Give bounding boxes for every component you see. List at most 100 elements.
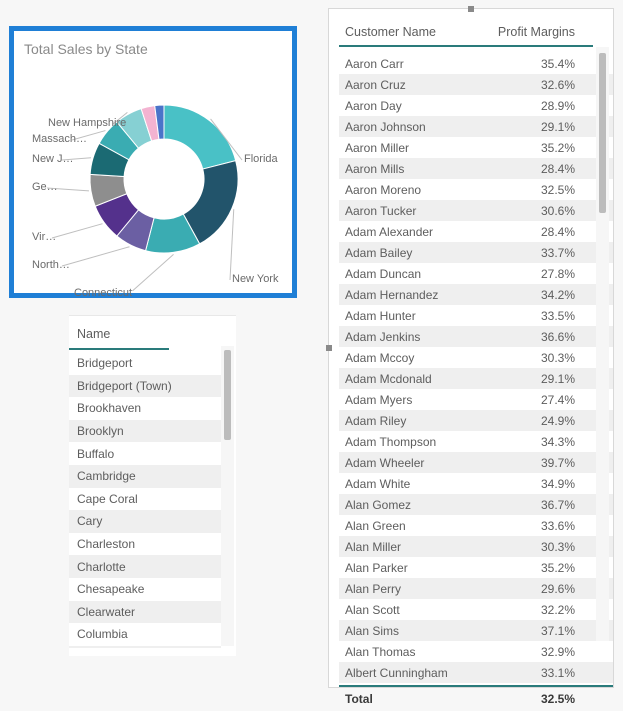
city-list-item[interactable]: Bridgeport: [69, 352, 221, 375]
profit-table-visual[interactable]: Customer Name Profit Margins Aaron Carr3…: [328, 8, 614, 688]
profit-table-row[interactable]: Alan Perry29.6%: [339, 578, 613, 599]
cell-customer-name: Adam Wheeler: [339, 452, 497, 473]
profit-table-row[interactable]: Alan Sims37.1%: [339, 620, 613, 641]
profit-table-row[interactable]: Alan Gomez36.7%: [339, 494, 613, 515]
profit-table-row[interactable]: Adam Alexander28.4%: [339, 221, 613, 242]
cell-profit-margin: 27.4%: [497, 389, 593, 410]
sales-by-state-chart[interactable]: Total Sales by State FloridaNew YorkConn…: [9, 26, 297, 298]
scrollbar-thumb[interactable]: [224, 350, 231, 440]
cell-profit-margin: 35.4%: [497, 53, 593, 74]
cell-profit-margin: 33.7%: [497, 242, 593, 263]
profit-table-row[interactable]: Adam White34.9%: [339, 473, 613, 494]
profit-table-row[interactable]: Aaron Day28.9%: [339, 95, 613, 116]
profit-table-row[interactable]: Adam Bailey33.7%: [339, 242, 613, 263]
scrollbar-thumb[interactable]: [599, 53, 606, 213]
profit-table-row[interactable]: Adam Myers27.4%: [339, 389, 613, 410]
cell-profit-margin: 24.9%: [497, 410, 593, 431]
cell-profit-margin: 28.9%: [497, 95, 593, 116]
donut-svg: [22, 61, 294, 291]
profit-table-scrollbar[interactable]: [596, 47, 609, 641]
city-list-item[interactable]: Cambridge: [69, 465, 221, 488]
cell-profit-margin: 32.5%: [497, 179, 593, 200]
profit-table-row[interactable]: Alan Scott32.2%: [339, 599, 613, 620]
profit-table-row[interactable]: Aaron Miller35.2%: [339, 137, 613, 158]
cell-profit-margin: 29.6%: [497, 578, 593, 599]
profit-table-row[interactable]: Aaron Tucker30.6%: [339, 200, 613, 221]
donut-chart: FloridaNew YorkConnecticutNorth…Vir…Ge…N…: [22, 61, 284, 281]
profit-table-total-row: Total 32.5%: [339, 685, 613, 711]
profit-table-row[interactable]: Aaron Moreno32.5%: [339, 179, 613, 200]
donut-slice-label: Vir…: [32, 231, 56, 243]
city-list-item[interactable]: Charlotte: [69, 555, 221, 578]
city-list-item[interactable]: Cary: [69, 510, 221, 533]
profit-table-row[interactable]: Adam Jenkins36.6%: [339, 326, 613, 347]
profit-table-row[interactable]: Alan Miller30.3%: [339, 536, 613, 557]
city-list-item[interactable]: Brooklyn: [69, 420, 221, 443]
cell-customer-name: Adam Hunter: [339, 305, 497, 326]
city-list-item[interactable]: Buffalo: [69, 442, 221, 465]
city-list-item[interactable]: Clearwater: [69, 601, 221, 624]
column-header-margin[interactable]: Profit Margins: [497, 25, 593, 47]
cell-customer-name: Alan Parker: [339, 557, 497, 578]
profit-table-header: Customer Name Profit Margins: [339, 21, 613, 53]
city-list-item[interactable]: Columbia: [69, 623, 221, 646]
cell-profit-margin: 29.1%: [497, 116, 593, 137]
city-list-rows: BridgeportBridgeport (Town)BrookhavenBro…: [69, 352, 221, 648]
cell-profit-margin: 32.9%: [497, 641, 593, 662]
city-list-scrollbar[interactable]: [221, 346, 234, 646]
resize-handle-top[interactable]: [468, 6, 474, 12]
profit-table-row[interactable]: Alan Parker35.2%: [339, 557, 613, 578]
donut-slice-label: Florida: [244, 153, 278, 165]
resize-handle-left[interactable]: [326, 345, 332, 351]
total-value: 32.5%: [497, 687, 593, 711]
cell-customer-name: Alan Green: [339, 515, 497, 536]
profit-table-row[interactable]: Aaron Mills28.4%: [339, 158, 613, 179]
city-list-item[interactable]: Bridgeport (Town): [69, 375, 221, 398]
city-list-item[interactable]: Brookhaven: [69, 397, 221, 420]
profit-table-row[interactable]: Adam Mccoy30.3%: [339, 347, 613, 368]
profit-table-row[interactable]: Adam Riley24.9%: [339, 410, 613, 431]
city-list-header: Name: [69, 316, 169, 350]
cell-profit-margin: 36.6%: [497, 326, 593, 347]
cell-customer-name: Adam Mcdonald: [339, 368, 497, 389]
donut-slice-label: Massach…: [32, 133, 87, 145]
cell-profit-margin: 33.6%: [497, 515, 593, 536]
city-list-item[interactable]: Chesapeake: [69, 578, 221, 601]
city-list-visual[interactable]: Name BridgeportBridgeport (Town)Brookhav…: [69, 315, 236, 656]
cell-customer-name: Aaron Johnson: [339, 116, 497, 137]
city-list-item[interactable]: Columbus: [69, 646, 221, 648]
cell-profit-margin: 28.4%: [497, 221, 593, 242]
profit-table-row[interactable]: Adam Thompson34.3%: [339, 431, 613, 452]
cell-profit-margin: 29.1%: [497, 368, 593, 389]
cell-profit-margin: 37.1%: [497, 620, 593, 641]
cell-customer-name: Adam Bailey: [339, 242, 497, 263]
cell-customer-name: Adam White: [339, 473, 497, 494]
cell-customer-name: Adam Riley: [339, 410, 497, 431]
cell-customer-name: Adam Hernandez: [339, 284, 497, 305]
cell-profit-margin: 30.3%: [497, 536, 593, 557]
profit-table-row[interactable]: Adam Hunter33.5%: [339, 305, 613, 326]
cell-customer-name: Adam Duncan: [339, 263, 497, 284]
city-list-item[interactable]: Charleston: [69, 533, 221, 556]
cell-customer-name: Alan Perry: [339, 578, 497, 599]
profit-table-rows: Aaron Carr35.4%Aaron Cruz32.6%Aaron Day2…: [339, 53, 613, 683]
cell-profit-margin: 34.3%: [497, 431, 593, 452]
city-list-item[interactable]: Cape Coral: [69, 488, 221, 511]
cell-customer-name: Adam Mccoy: [339, 347, 497, 368]
cell-customer-name: Alan Gomez: [339, 494, 497, 515]
cell-profit-margin: 30.3%: [497, 347, 593, 368]
cell-profit-margin: 36.7%: [497, 494, 593, 515]
profit-table-row[interactable]: Adam Mcdonald29.1%: [339, 368, 613, 389]
profit-table-row[interactable]: Aaron Carr35.4%: [339, 53, 613, 74]
cell-customer-name: Alan Miller: [339, 536, 497, 557]
column-header-name[interactable]: Customer Name: [339, 25, 497, 47]
profit-table-row[interactable]: Adam Hernandez34.2%: [339, 284, 613, 305]
profit-table-row[interactable]: Adam Wheeler39.7%: [339, 452, 613, 473]
profit-table-row[interactable]: Albert Cunningham33.1%: [339, 662, 613, 683]
profit-table-row[interactable]: Aaron Johnson29.1%: [339, 116, 613, 137]
profit-table-row[interactable]: Aaron Cruz32.6%: [339, 74, 613, 95]
profit-table-row[interactable]: Alan Green33.6%: [339, 515, 613, 536]
profit-table-row[interactable]: Alan Thomas32.9%: [339, 641, 613, 662]
cell-customer-name: Adam Alexander: [339, 221, 497, 242]
profit-table-row[interactable]: Adam Duncan27.8%: [339, 263, 613, 284]
